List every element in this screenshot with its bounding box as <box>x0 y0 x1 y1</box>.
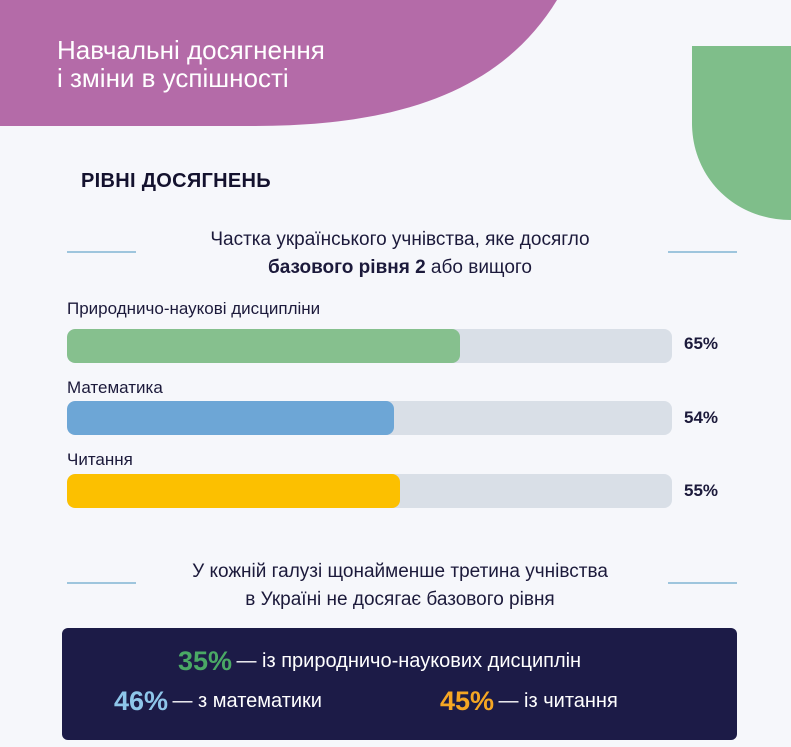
bar-reading <box>67 474 400 508</box>
header-title-line2: і зміни в успішності <box>57 63 289 93</box>
stat-math: 46% — з математики <box>114 686 322 717</box>
subtitle-rule-right <box>668 251 737 253</box>
chart-subtitle: Частка українського учнівства, яке досяг… <box>140 226 660 282</box>
subtitle-rule-left <box>67 251 136 253</box>
stat-science: 35% — із природничо-наукових дисциплін <box>178 646 581 677</box>
bar-value-reading: 55% <box>684 481 719 500</box>
bar-label-math: Математика <box>67 378 163 397</box>
chart-subtitle-bold: базового рівня 2 <box>267 257 426 278</box>
header-title-line1: Навчальні досягнення <box>57 35 325 65</box>
chart-subtitle-rest: або вищого <box>425 257 533 278</box>
header-title: Навчальні досягнення і зміни в успішност… <box>57 36 477 92</box>
stat-reading: 45% — із читання <box>440 686 618 717</box>
stat-math-value: 46% <box>114 686 169 716</box>
green-leaf-shape <box>692 46 791 220</box>
stat-reading-text: — із читання <box>498 690 618 712</box>
bar-value-math: 54% <box>684 408 719 427</box>
stats-panel: 35% — із природничо-наукових дисциплін 4… <box>62 628 737 740</box>
note-line2: в Україні не досягає базового рівня <box>245 589 555 610</box>
bar-track-math <box>67 401 672 435</box>
bar-label-science: Природничо-наукові дисципліни <box>67 299 321 318</box>
chart-subtitle-line2: базового рівня 2 або вищого <box>140 254 660 282</box>
bar-track-reading <box>67 474 672 508</box>
stat-science-value: 35% <box>178 646 233 676</box>
section-title: РІВНІ ДОСЯГНЕНЬ <box>81 170 271 192</box>
bar-science <box>67 329 461 363</box>
note-rule-left <box>67 582 136 584</box>
note-rule-right <box>668 582 737 584</box>
header-purple-shape <box>0 0 557 126</box>
bar-value-science: 65% <box>684 334 719 353</box>
bar-math <box>67 401 394 435</box>
note-text: У кожній галузі щонайменше третина учнів… <box>140 558 660 614</box>
chart-subtitle-line1: Частка українського учнівства, яке досяг… <box>210 229 590 250</box>
note-line1: У кожній галузі щонайменше третина учнів… <box>192 561 608 582</box>
stat-science-text: — із природничо-наукових дисциплін <box>236 650 582 672</box>
stat-math-text: — з математики <box>172 690 322 712</box>
bar-label-reading: Читання <box>67 450 133 469</box>
stat-reading-value: 45% <box>440 686 495 716</box>
bar-track-science <box>67 329 672 363</box>
